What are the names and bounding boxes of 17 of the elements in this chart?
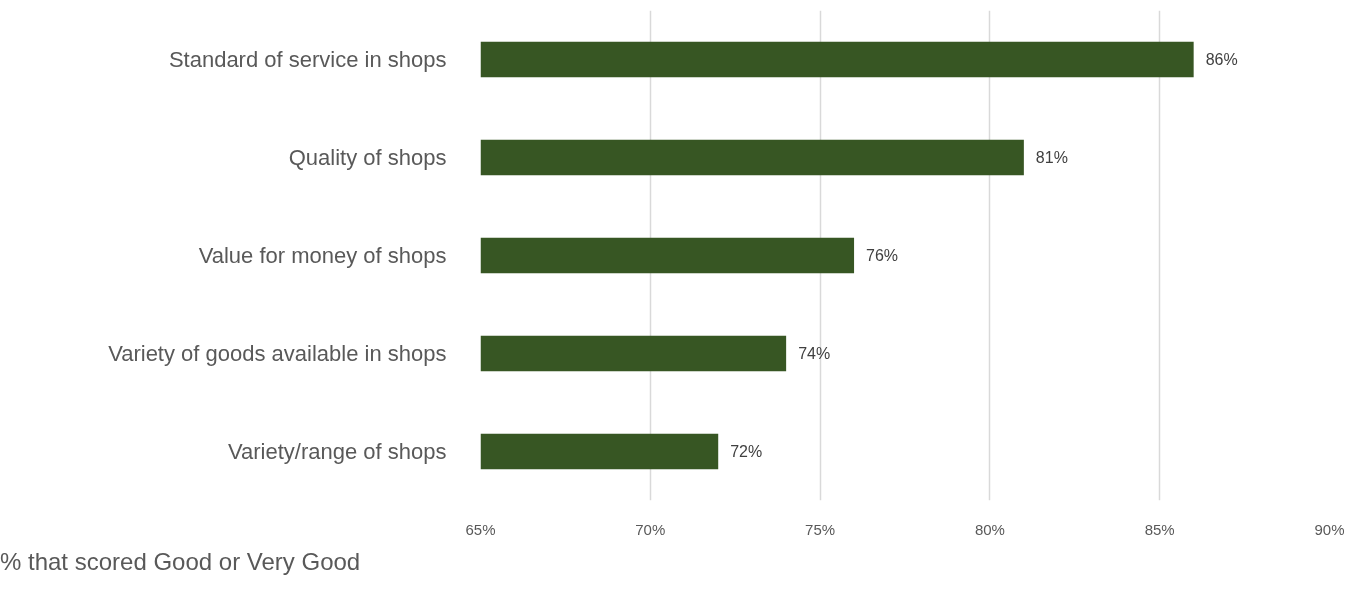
data-label: 81%: [1035, 149, 1068, 166]
data-label: 72%: [730, 443, 763, 460]
y-tick-label: Value for money of shops: [198, 243, 447, 268]
x-tick-label: 85%: [1144, 520, 1175, 538]
data-label: 74%: [798, 345, 831, 362]
data-label: 86%: [1205, 51, 1238, 68]
x-tick-label: 80%: [974, 520, 1005, 538]
y-tick-label: Standard of service in shops: [168, 47, 447, 72]
x-tick-label: 65%: [465, 520, 496, 538]
x-tick-label: 90%: [1314, 520, 1345, 538]
y-tick-label: Variety of goods available in shops: [108, 341, 447, 366]
x-tick-label: 70%: [635, 520, 666, 538]
y-tick-label: Quality of shops: [288, 145, 447, 170]
y-tick-label: Variety/range of shops: [228, 439, 447, 464]
data-label: 76%: [866, 247, 899, 264]
x-tick-label: 75%: [805, 520, 836, 538]
text: % that scored Good or Very Good: [0, 547, 361, 577]
